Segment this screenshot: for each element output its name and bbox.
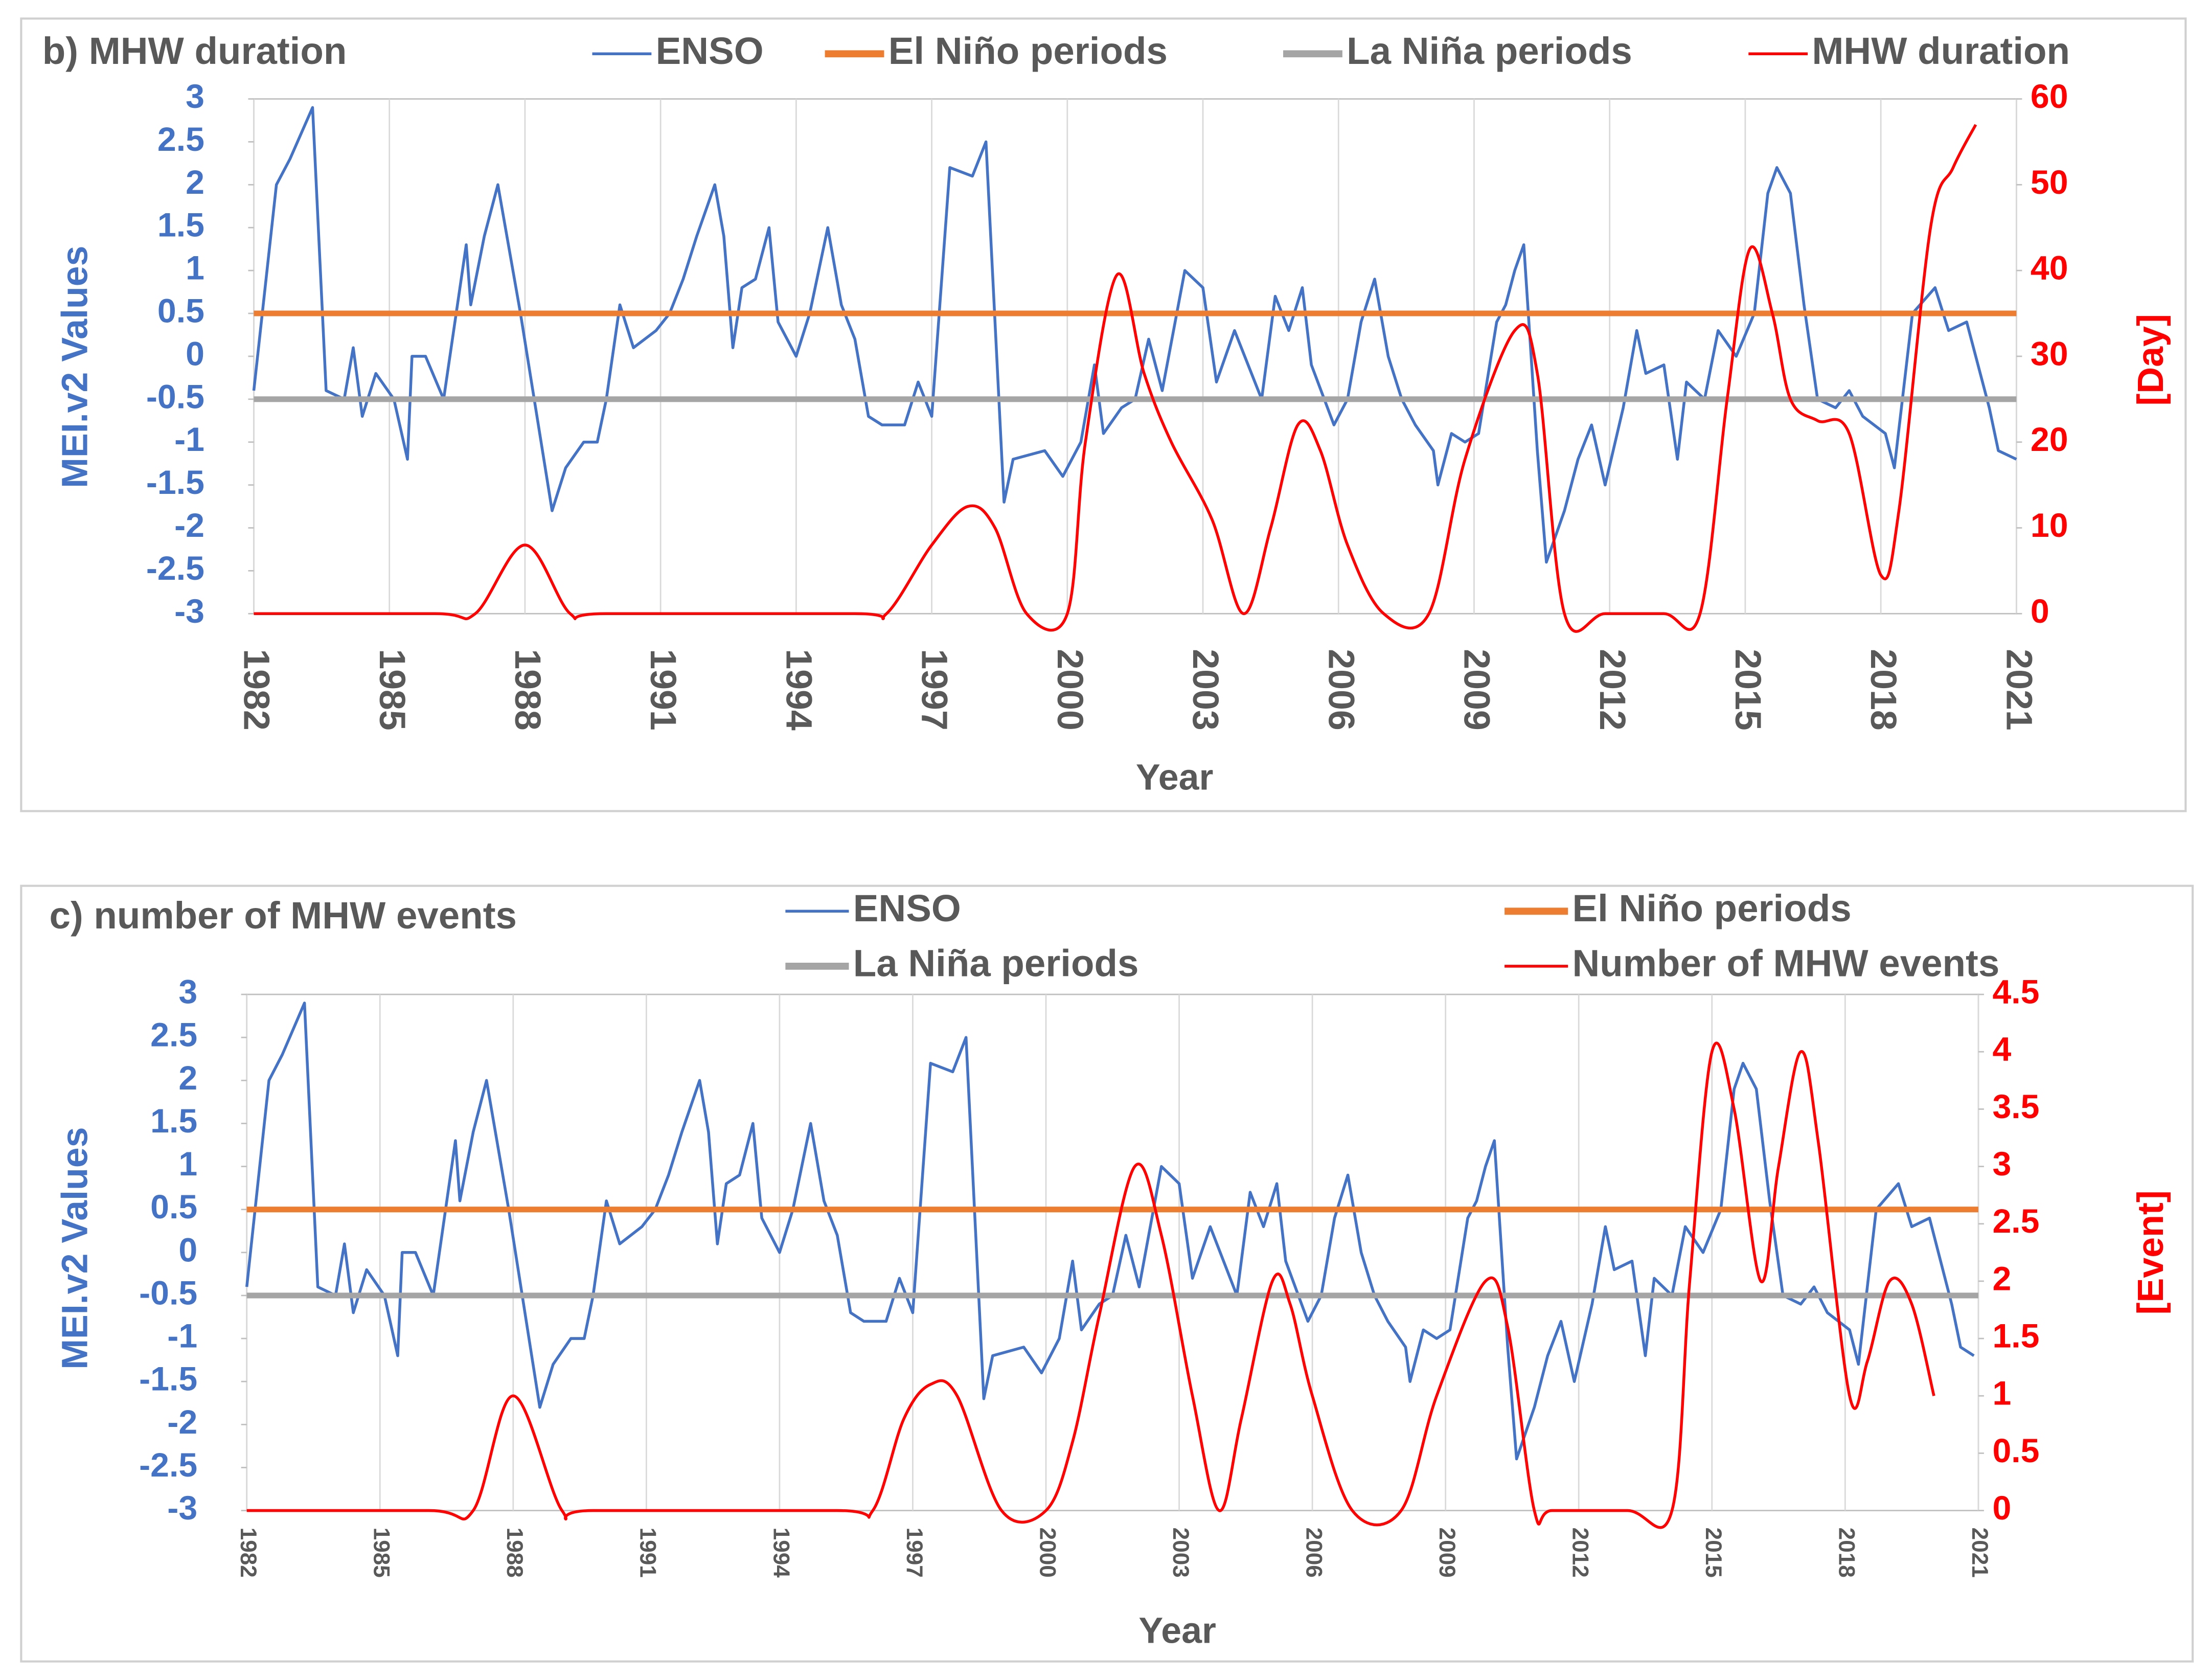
x-tick-label: 2003: [1168, 1528, 1193, 1578]
y-tick-label: 1: [186, 249, 204, 287]
x-axis-label: Year: [1136, 757, 1214, 798]
panel-border: [20, 884, 2194, 1663]
series-line: [252, 106, 2017, 564]
y-tick-label: 2.5: [150, 1016, 197, 1054]
x-tick-label: 1994: [768, 1528, 793, 1578]
y2-tick-label: 20: [2031, 421, 2068, 459]
y2-tick-label: 40: [2031, 249, 2068, 287]
x-tick-label: 1991: [635, 1528, 660, 1578]
x-tick-label: 1997: [902, 1528, 927, 1578]
y-axis-label: MEI.v2 Values: [55, 1127, 96, 1369]
y-tick-label: 1: [178, 1145, 197, 1183]
y2-tick-label: 0: [1992, 1489, 2011, 1527]
legend-label: El Niño periods: [1572, 887, 1851, 929]
x-axis-label: Year: [1138, 1610, 1216, 1651]
y2-tick-label: 4.5: [1992, 973, 2039, 1011]
y-tick-label: -3: [167, 1489, 197, 1527]
y-tick-label: 1.5: [150, 1102, 197, 1140]
legend-label: El Niño periods: [888, 30, 1168, 72]
y-tick-label: -1: [174, 421, 204, 459]
x-tick-label: 1991: [643, 649, 683, 731]
y-tick-label: 0.5: [150, 1188, 197, 1226]
y-tick-label: 2: [186, 164, 204, 201]
y2-tick-label: 4: [1992, 1031, 2011, 1069]
y-tick-label: -1: [167, 1318, 197, 1355]
y-tick-label: -0.5: [139, 1274, 197, 1312]
x-tick-label: 1985: [372, 649, 413, 731]
x-tick-label: 1982: [236, 649, 277, 731]
y2-tick-label: 2: [1992, 1260, 2011, 1298]
x-tick-label: 2009: [1434, 1528, 1460, 1578]
x-tick-label: 2006: [1320, 649, 1361, 731]
y2-tick-label: 0.5: [1992, 1432, 2039, 1470]
y2-tick-label: 2.5: [1992, 1202, 2039, 1240]
y2-tick-label: 1.5: [1992, 1318, 2039, 1355]
y-tick-label: -2.5: [146, 550, 204, 587]
legend-label: La Niña periods: [853, 942, 1139, 985]
y-tick-label: -2.5: [139, 1446, 197, 1484]
y2-tick-label: 60: [2031, 78, 2068, 116]
x-tick-label: 2003: [1185, 649, 1226, 731]
y2-tick-label: 10: [2031, 507, 2068, 544]
y2-tick-label: 30: [2031, 335, 2068, 373]
y-tick-label: -2: [174, 507, 204, 544]
x-tick-label: 2015: [1701, 1528, 1726, 1578]
y2-axis-label: [Day]: [2130, 314, 2171, 405]
chart-title: b) MHW duration: [42, 30, 347, 72]
legend-label: La Niña periods: [1347, 30, 1632, 72]
x-tick-label: 1997: [914, 649, 955, 731]
legend-label: ENSO: [853, 887, 961, 929]
x-tick-label: 2000: [1035, 1528, 1060, 1578]
legend-label: Number of MHW events: [1572, 942, 1999, 985]
y-tick-label: -2: [167, 1403, 197, 1441]
y-tick-label: -0.5: [146, 378, 204, 416]
y-tick-label: 2.5: [157, 121, 204, 158]
y-tick-label: -3: [174, 593, 204, 630]
y2-tick-label: 0: [2031, 593, 2049, 630]
x-tick-label: 2015: [1727, 649, 1768, 731]
y2-tick-label: 1: [1992, 1375, 2011, 1413]
series-line: [254, 124, 1977, 633]
x-tick-label: 1994: [778, 649, 819, 731]
chart-title: c) number of MHW events: [50, 894, 517, 937]
y-tick-label: 0: [178, 1231, 197, 1269]
series-line: [246, 1041, 1935, 1529]
x-tick-label: 1982: [236, 1528, 261, 1578]
series-line: [245, 1002, 1975, 1461]
legend-label: MHW duration: [1812, 30, 2070, 72]
x-tick-label: 2012: [1592, 649, 1633, 731]
y2-tick-label: 50: [2031, 164, 2068, 201]
plot-area: [253, 98, 2017, 615]
x-tick-label: 1988: [507, 649, 548, 731]
x-tick-label: 2021: [1967, 1528, 1992, 1578]
y-tick-label: 2: [178, 1059, 197, 1097]
y-tick-label: 3: [178, 973, 197, 1011]
y-tick-label: 0.5: [157, 292, 204, 330]
x-tick-label: 1985: [369, 1528, 394, 1578]
y-tick-label: -1.5: [139, 1360, 197, 1398]
x-tick-label: 2006: [1301, 1528, 1326, 1578]
y2-tick-label: 3.5: [1992, 1088, 2039, 1126]
x-tick-label: 1988: [502, 1528, 527, 1578]
y-axis-label: MEI.v2 Values: [55, 245, 96, 488]
y2-axis-label: [Event]: [2130, 1190, 2171, 1314]
x-tick-label: 2009: [1456, 649, 1497, 731]
y-tick-label: 3: [186, 78, 204, 116]
x-tick-label: 2012: [1568, 1528, 1593, 1578]
x-tick-label: 2000: [1050, 649, 1090, 731]
legend-label: ENSO: [656, 30, 764, 72]
y-tick-label: 0: [186, 335, 204, 373]
y-tick-label: -1.5: [146, 464, 204, 502]
x-tick-label: 2018: [1834, 1528, 1859, 1578]
panel-border: [20, 17, 2187, 812]
x-tick-label: 2018: [1863, 649, 1904, 731]
y2-tick-label: 3: [1992, 1145, 2011, 1183]
y-tick-label: 1.5: [157, 207, 204, 244]
x-tick-label: 2021: [1998, 649, 2039, 731]
